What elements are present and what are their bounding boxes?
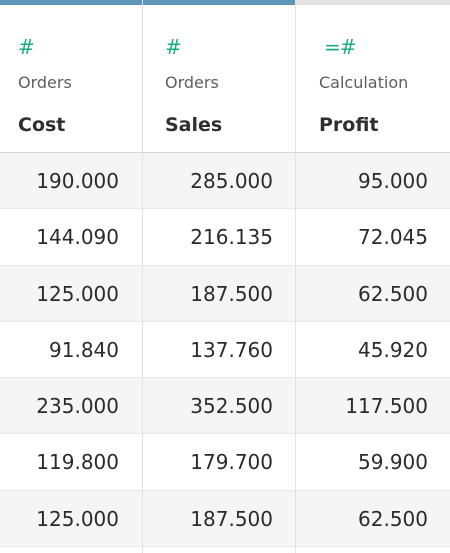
column-source-label: Orders — [18, 73, 72, 92]
number-type-icon[interactable]: # — [165, 35, 182, 59]
column-values: 95.000 72.045 62.500 45.920 117.500 59.9… — [296, 153, 450, 548]
column-values: 190.000 144.090 125.000 91.840 235.000 1… — [0, 153, 142, 548]
table-cell[interactable]: 190.000 — [0, 153, 142, 210]
table-cell[interactable]: 285.000 — [143, 153, 295, 210]
calculated-number-type-icon[interactable]: =# — [324, 35, 357, 59]
table-cell[interactable]: 235.000 — [0, 378, 142, 435]
table-cell[interactable]: 119.800 — [0, 434, 142, 491]
table-cell[interactable]: 72.045 — [296, 209, 450, 266]
table-cell[interactable]: 179.700 — [143, 434, 295, 491]
column-header-sales[interactable]: # Orders Sales — [143, 5, 295, 153]
table-cell[interactable]: 137.760 — [143, 321, 295, 379]
table-cell[interactable]: 117.500 — [296, 378, 450, 435]
column-source-label: Orders — [165, 73, 219, 92]
column-profit: =# Calculation Profit 95.000 72.045 62.5… — [295, 0, 450, 553]
column-name-label[interactable]: Profit — [319, 114, 379, 136]
column-values: 285.000 216.135 187.500 137.760 352.500 … — [143, 153, 295, 548]
column-highlight-bar — [296, 0, 450, 5]
number-type-icon[interactable]: # — [18, 35, 35, 59]
column-highlight-bar — [143, 0, 295, 5]
table-cell[interactable]: 95.000 — [296, 153, 450, 210]
table-cell[interactable]: 62.500 — [296, 490, 450, 548]
table-cell[interactable]: 216.135 — [143, 209, 295, 266]
table-cell[interactable]: 144.090 — [0, 209, 142, 266]
table-cell[interactable]: 91.840 — [0, 321, 142, 379]
table-cell[interactable]: 125.000 — [0, 490, 142, 548]
table-cell[interactable]: 45.920 — [296, 321, 450, 379]
column-sales: # Orders Sales 285.000 216.135 187.500 1… — [142, 0, 295, 553]
table-cell[interactable]: 352.500 — [143, 378, 295, 435]
column-highlight-bar — [0, 0, 142, 5]
table-cell[interactable]: 187.500 — [143, 265, 295, 322]
table-cell[interactable]: 62.500 — [296, 265, 450, 322]
column-name-label[interactable]: Cost — [18, 114, 66, 136]
column-name-label[interactable]: Sales — [165, 114, 223, 136]
table-cell[interactable]: 59.900 — [296, 434, 450, 491]
column-header-profit[interactable]: =# Calculation Profit — [296, 5, 450, 153]
column-cost: # Orders Cost 190.000 144.090 125.000 91… — [0, 0, 142, 553]
column-header-cost[interactable]: # Orders Cost — [0, 5, 142, 153]
table-cell[interactable]: 187.500 — [143, 490, 295, 548]
column-source-label: Calculation — [319, 73, 409, 92]
table-cell[interactable]: 125.000 — [0, 265, 142, 322]
